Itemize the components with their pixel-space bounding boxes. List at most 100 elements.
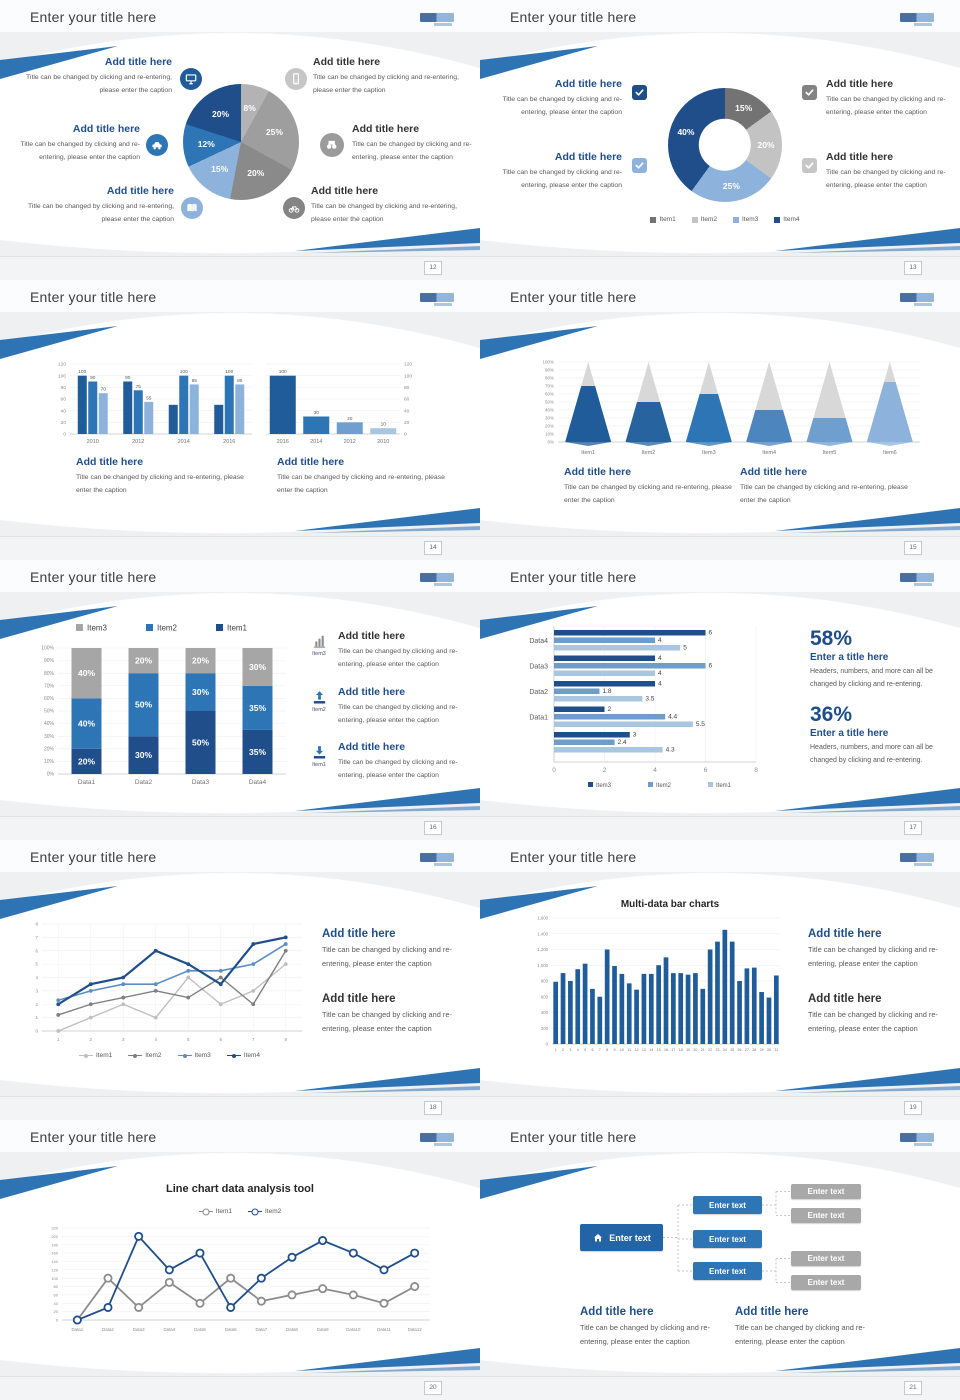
text-block-title: Add title here xyxy=(580,1306,654,1318)
text-block-caption: Title can be changed by clicking and re-… xyxy=(580,1323,710,1347)
brand-logo xyxy=(900,853,934,866)
text-block-title: Add title here xyxy=(72,123,140,135)
text-block-title: Add title here xyxy=(352,123,420,135)
svg-text:85: 85 xyxy=(237,378,243,384)
org-root-node: Enter text xyxy=(580,1224,663,1251)
slide-title: Enter your title here xyxy=(30,9,157,25)
svg-text:50%: 50% xyxy=(545,400,554,405)
slide-two-bar-charts[interactable]: Enter your title here 0 20 40 60 80 100 120 100… xyxy=(0,280,480,560)
slide-pie-six-items[interactable]: Enter your title here 8% 25% 20% 15% 12% 20% … xyxy=(0,0,480,280)
slide-footer: 21 xyxy=(480,1376,960,1400)
text-block: Add title here Title can be changed by c… xyxy=(740,466,920,508)
slide-pyramid-chart[interactable]: Enter your title here 0% 10% 20% 30% 40% 50% 6… xyxy=(480,280,960,560)
svg-text:100: 100 xyxy=(58,373,66,379)
svg-text:80%: 80% xyxy=(44,671,55,677)
svg-text:2: 2 xyxy=(562,1048,564,1052)
slide-footer: 17 xyxy=(480,816,960,840)
slide-footer: 15 xyxy=(480,536,960,560)
svg-text:30: 30 xyxy=(767,1048,771,1052)
brand-logo xyxy=(420,1133,454,1146)
text-block-title: Add title here xyxy=(313,56,381,68)
feature-caption: Title can be changed by clicking and re-… xyxy=(338,648,458,669)
slide-horizontal-bar-chart[interactable]: Enter your title here 0 2 4 6 8 6 4 5 Data4 4 6 4 Da… xyxy=(480,560,960,840)
text-block-caption: Title can be changed by clicking and re-… xyxy=(502,96,622,117)
feature-title: Add title here xyxy=(338,686,406,698)
slide-donut-four-items[interactable]: Enter your title here 15% 20% 25% 40% Item1… xyxy=(480,0,960,280)
text-block-title: Add title here xyxy=(322,928,396,940)
svg-text:4: 4 xyxy=(658,670,662,677)
org-node-label: Enter text xyxy=(807,1211,845,1220)
svg-text:Data4: Data4 xyxy=(163,1327,175,1332)
org-leaf-node: Enter text xyxy=(791,1208,861,1223)
text-block-caption: Title can be changed by clicking and re-… xyxy=(735,1323,865,1347)
svg-text:90%: 90% xyxy=(545,368,554,373)
phone-icon xyxy=(285,68,307,90)
svg-text:120: 120 xyxy=(51,1267,58,1272)
svg-text:15: 15 xyxy=(657,1048,661,1052)
slide-title: Enter your title here xyxy=(30,569,157,585)
text-block: Add title here Title can be changed by c… xyxy=(488,78,622,120)
slide-org-diagram[interactable]: Enter your title here Enter text Enter t… xyxy=(480,1120,960,1400)
slide-title: Enter your title here xyxy=(30,849,157,865)
feature-label: Item2 xyxy=(312,707,326,713)
page-number: 20 xyxy=(424,1381,442,1395)
text-block: Add title here Title can be changed by c… xyxy=(808,993,950,1037)
svg-text:Item1: Item1 xyxy=(581,450,595,456)
svg-text:23: 23 xyxy=(715,1048,719,1052)
brand-logo xyxy=(420,13,454,26)
svg-text:40%: 40% xyxy=(78,719,95,729)
home-icon xyxy=(594,1233,603,1241)
svg-text:Data9: Data9 xyxy=(317,1327,329,1332)
svg-text:11: 11 xyxy=(627,1048,631,1052)
pie-chart: 8% 25% 20% 15% 12% 20% xyxy=(183,84,299,200)
monitor-icon xyxy=(180,68,202,90)
slide-footer: 19 xyxy=(480,1096,960,1120)
svg-text:1: 1 xyxy=(57,1037,60,1042)
page-number: 19 xyxy=(904,1101,922,1115)
svg-text:20: 20 xyxy=(54,1309,59,1314)
feature-block: Item1 Add title here Title can be change… xyxy=(306,741,464,783)
svg-text:Data7: Data7 xyxy=(255,1327,267,1332)
text-block: Add title here Title can be changed by c… xyxy=(322,993,472,1037)
svg-text:20%: 20% xyxy=(44,746,55,752)
svg-text:90%: 90% xyxy=(44,658,55,664)
svg-text:80: 80 xyxy=(54,1284,59,1289)
svg-text:Item1: Item1 xyxy=(227,624,248,633)
svg-text:60: 60 xyxy=(54,1293,59,1298)
feature-block: Item3 Add title here Title can be change… xyxy=(306,630,464,672)
slide-stacked-bar-chart[interactable]: Enter your title here Item3 Item2 Item1 0% 1… xyxy=(0,560,480,840)
org-child-node: Enter text xyxy=(693,1230,762,1248)
slide-multi-data-bar-chart[interactable]: Enter your title here Multi-data bar cha… xyxy=(480,840,960,1120)
slide-backdrop xyxy=(0,1120,480,1400)
svg-text:4: 4 xyxy=(658,655,662,662)
stat-block: 58% Enter a title here Headers, numbers,… xyxy=(810,627,952,692)
svg-text:6: 6 xyxy=(704,767,708,774)
slide-title: Enter your title here xyxy=(510,569,637,585)
text-block: Add title here Title can be changed by c… xyxy=(24,185,174,227)
svg-text:40: 40 xyxy=(54,1301,59,1306)
svg-text:Item1: Item1 xyxy=(716,783,732,789)
svg-text:4: 4 xyxy=(653,767,657,774)
svg-text:25: 25 xyxy=(730,1048,734,1052)
svg-text:Item3: Item3 xyxy=(87,624,108,633)
svg-text:40%: 40% xyxy=(44,721,55,727)
svg-text:120: 120 xyxy=(404,362,412,368)
svg-text:2: 2 xyxy=(35,1002,38,1007)
brand-logo xyxy=(900,13,934,26)
svg-text:70%: 70% xyxy=(545,384,554,389)
text-block-caption: Title can be changed by clicking and re-… xyxy=(352,141,472,162)
text-block: Add title here Title can be changed by c… xyxy=(826,151,956,193)
slide-line-chart-analysis[interactable]: Enter your title here Line chart data an… xyxy=(0,1120,480,1400)
svg-text:30: 30 xyxy=(314,410,320,416)
svg-text:0: 0 xyxy=(63,432,66,438)
svg-text:30%: 30% xyxy=(249,662,266,672)
svg-text:2012: 2012 xyxy=(344,439,356,445)
svg-text:55: 55 xyxy=(146,395,152,401)
svg-text:1,200: 1,200 xyxy=(537,947,548,952)
text-block-title: Add title here xyxy=(564,466,632,478)
svg-text:Item3: Item3 xyxy=(596,783,612,789)
slide-backdrop xyxy=(0,840,480,1120)
svg-text:3: 3 xyxy=(633,732,637,739)
